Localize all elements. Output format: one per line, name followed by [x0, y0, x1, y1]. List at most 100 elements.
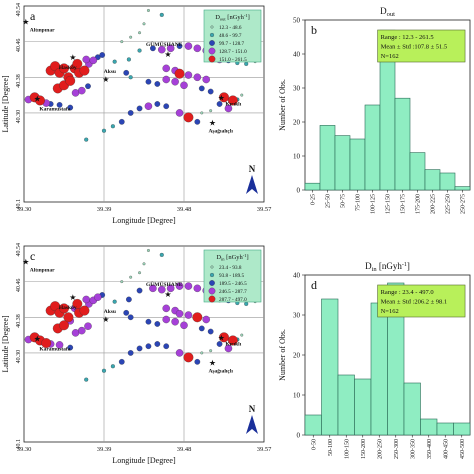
x-tick-label: 250-300	[394, 439, 400, 459]
legend-entry: 23.4 - 93.8	[219, 265, 242, 271]
data-point	[144, 102, 153, 110]
north-label: N	[249, 164, 256, 174]
data-point	[154, 321, 161, 327]
data-point	[123, 69, 130, 76]
bar	[403, 382, 421, 436]
data-point	[171, 77, 179, 86]
y-tick-label: 30	[293, 85, 301, 93]
place-label: Altınpınar	[30, 28, 55, 34]
data-point	[184, 311, 193, 319]
place-star-icon: ★	[69, 293, 76, 302]
place-label: Kırıklı	[225, 101, 241, 107]
panel-b-histogram: 0 10 20 30 40 50 0-25 25-50 50-75 75-100 100-125 12…	[278, 6, 471, 214]
data-point	[128, 75, 133, 80]
y-axis-label: Number of Obs.	[278, 329, 287, 381]
legend-entry: 287.7 - 497.0	[219, 297, 247, 303]
place-star-icon: ★	[34, 335, 41, 344]
legend-entry: 189.5 - 246.5	[219, 281, 247, 287]
data-point	[219, 332, 229, 343]
bar	[321, 298, 339, 436]
data-point	[162, 315, 170, 324]
data-point	[194, 118, 201, 125]
data-point	[145, 318, 152, 325]
place-label: Kırıklı	[225, 341, 241, 347]
legend-swatch	[209, 32, 215, 38]
y-tick-label: 40.30	[16, 350, 22, 364]
x-tick-label: 50-75	[341, 194, 347, 208]
data-point	[79, 305, 90, 316]
data-point	[41, 338, 52, 349]
hist-title: Din [nGyh-1]	[365, 261, 410, 273]
data-point	[101, 368, 107, 373]
place-star-icon: ★	[209, 359, 216, 368]
bar	[370, 302, 388, 436]
data-point	[175, 349, 184, 357]
data-point	[171, 317, 179, 326]
data-point	[176, 43, 183, 49]
panel-letter: c	[30, 249, 35, 263]
data-point	[162, 304, 170, 313]
data-point	[184, 71, 193, 79]
panel-letter: d	[311, 278, 317, 292]
data-point	[82, 295, 90, 304]
data-point	[158, 45, 166, 54]
y-tick-label: 40.46	[16, 279, 22, 293]
data-point	[136, 105, 143, 112]
data-point	[192, 312, 203, 323]
data-point	[149, 284, 157, 293]
stats-box	[377, 29, 466, 63]
data-point	[227, 335, 238, 346]
data-point	[126, 57, 131, 62]
bar	[354, 378, 372, 436]
x-tick-label: 39.57	[257, 446, 272, 453]
place-star-icon: ★	[209, 119, 216, 128]
data-point	[193, 44, 202, 53]
data-point	[56, 102, 63, 108]
data-point	[159, 252, 164, 257]
data-point	[67, 104, 74, 111]
data-point	[110, 364, 115, 369]
legend-title: Din [nGyh-1]	[216, 253, 248, 262]
data-point	[142, 262, 146, 266]
x-tick-label: 39.30	[17, 206, 32, 213]
bar	[364, 104, 381, 191]
data-point	[72, 298, 83, 309]
x-tick-label: 39.48	[177, 206, 192, 213]
data-point	[198, 325, 205, 332]
data-point	[136, 287, 143, 294]
legend-entry: 151.0 - 261.5	[219, 57, 247, 63]
data-point	[146, 9, 150, 12]
legend-swatch	[209, 280, 215, 286]
panel-letter: b	[311, 23, 317, 37]
place-label: Aşağıalıçlı	[208, 128, 233, 135]
stats-n: N=162	[381, 53, 399, 60]
legend-swatch	[208, 295, 216, 303]
data-point	[67, 344, 74, 351]
data-point	[162, 75, 170, 84]
data-point	[136, 345, 143, 352]
stats-range: Range : 12.3 - 261.5	[381, 34, 434, 41]
data-point	[84, 322, 92, 330]
place-label: Hasköy	[59, 65, 77, 71]
data-point	[240, 93, 244, 97]
data-point	[63, 312, 74, 323]
data-point	[193, 284, 202, 293]
data-point	[166, 284, 175, 293]
x-tick-label: 125-150	[386, 194, 392, 214]
stats-box	[377, 284, 466, 318]
north-arrow-icon	[246, 415, 258, 434]
data-point	[120, 280, 124, 284]
data-point	[224, 344, 233, 353]
data-point	[183, 352, 194, 363]
stats-range: Range : 23.4 - 497.0	[381, 289, 434, 296]
data-point	[159, 12, 164, 17]
legend-entry: 99.7 - 128.7	[219, 41, 244, 47]
y-axis-label: Latitude [Degree]	[1, 315, 10, 372]
x-tick-label: 200-250	[377, 439, 383, 459]
legend-entry: 93.8 - 189.5	[219, 273, 244, 279]
legend-swatch	[208, 287, 216, 295]
y-axis-label: Number of Obs.	[278, 79, 287, 131]
bar	[304, 414, 322, 436]
data-point	[146, 249, 150, 252]
